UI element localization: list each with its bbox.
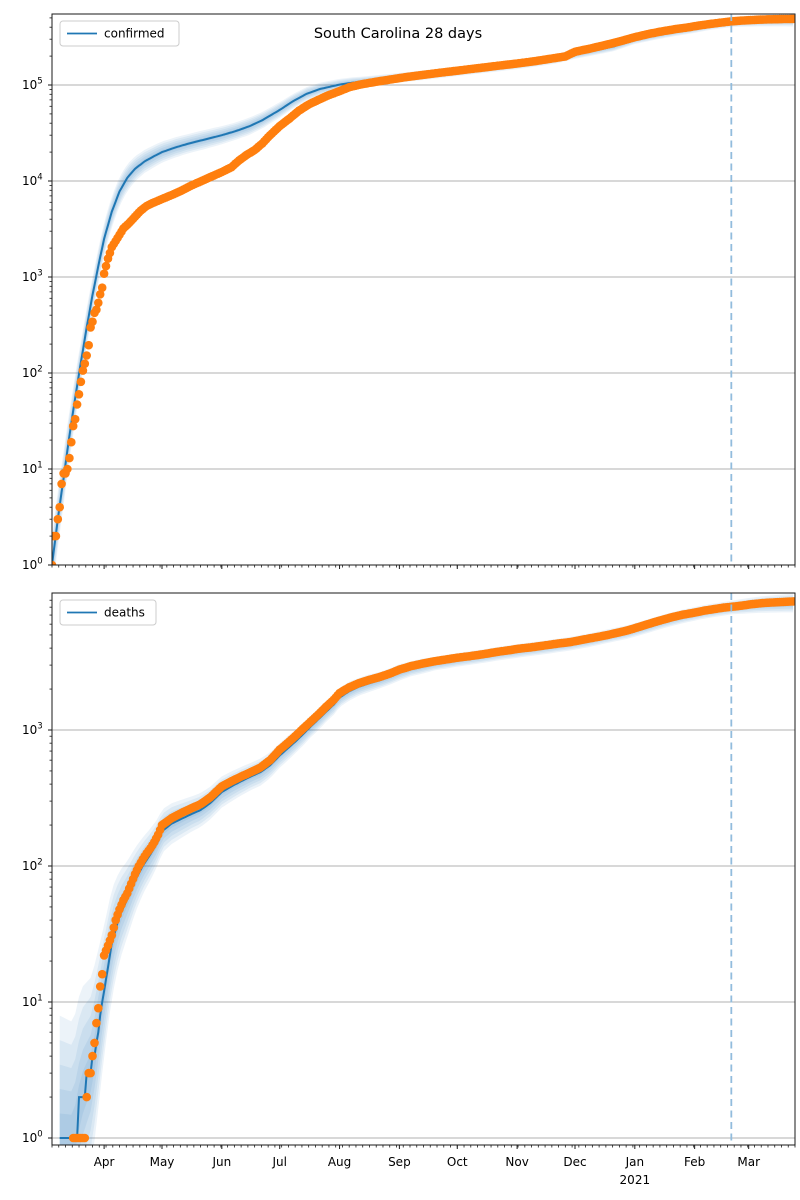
y-tick-label: 104 [22, 173, 43, 189]
x-month-label: Nov [505, 1155, 528, 1169]
observed-dot [788, 597, 795, 606]
uncertainty-band [52, 17, 794, 565]
legend-confirmed-label: confirmed [104, 27, 165, 41]
legend-confirmed-box [59, 20, 180, 47]
confirmed-plot-border [51, 13, 796, 566]
observed-dot [80, 1133, 90, 1143]
observed-dot [88, 317, 97, 327]
x-month-label: Dec [563, 1155, 586, 1169]
observed-dot [84, 340, 93, 350]
uncertainty-band [59, 593, 794, 1145]
x-month-label: Feb [684, 1155, 705, 1169]
observed-dot [80, 359, 90, 369]
chart-title: South Carolina 28 days [314, 26, 482, 42]
y-tick-label: 100 [22, 557, 43, 573]
observed-dot [55, 502, 64, 512]
x-month-label: Jan [625, 1155, 645, 1169]
deaths-gridlines [52, 729, 795, 1139]
confirmed-axis-ticks [48, 17, 796, 569]
y-tick-label: 101 [22, 461, 43, 477]
observed-dot [53, 514, 63, 524]
y-tick-label: 101 [22, 994, 43, 1010]
x-month-label: Aug [328, 1155, 351, 1169]
deaths-axis-ticks [48, 599, 796, 1149]
observed-dot [57, 479, 66, 489]
x-month-label: Jul [271, 1155, 286, 1169]
observed-dot [67, 437, 76, 447]
deaths-observed-dots [68, 597, 795, 1143]
x-month-label: Sep [388, 1155, 411, 1169]
x-month-label: May [150, 1155, 175, 1169]
model-median-line [52, 18, 795, 565]
observed-dot [63, 464, 72, 474]
deaths-chart: 100 101 102 103 deaths [22, 592, 796, 1149]
observed-dot [107, 930, 117, 940]
observed-dot [92, 305, 101, 315]
y-tick-label: 102 [22, 858, 43, 874]
legend-confirmed: confirmed [59, 20, 180, 47]
y-tick-label: 102 [22, 365, 43, 381]
uncertainty-band [59, 595, 794, 1145]
deaths-model-line [59, 601, 795, 1139]
observed-dot [82, 351, 91, 360]
observed-dot [95, 290, 105, 299]
legend-deaths-box [59, 599, 157, 626]
deaths-uncertainty-band [59, 593, 794, 1145]
observed-dot [82, 1092, 91, 1102]
uncertainty-band [52, 14, 794, 565]
model-median-line [59, 601, 795, 1139]
observed-dot [52, 531, 61, 541]
uncertainty-band [59, 599, 794, 1145]
observed-dot [65, 453, 74, 463]
observed-dot [92, 1018, 101, 1028]
observed-dot [788, 14, 795, 24]
uncertainty-band [52, 18, 794, 565]
observed-dot [94, 1003, 103, 1013]
observed-dot [70, 414, 80, 424]
observed-dot [101, 261, 111, 271]
x-month-label: Mar [737, 1155, 760, 1169]
confirmed-observed-dots [52, 14, 795, 565]
uncertainty-band [52, 14, 794, 565]
observed-dot [52, 560, 57, 565]
observed-dot [88, 1051, 97, 1061]
x-year-label: 2021 [620, 1173, 651, 1187]
uncertainty-band [59, 601, 794, 1145]
y-tick-label: 105 [22, 77, 43, 93]
observed-dot [72, 400, 82, 409]
x-month-label: Jun [211, 1155, 231, 1169]
confirmed-chart: 100 101 102 103 104 105 South Carolina 28 day… [22, 13, 796, 573]
uncertainty-band [59, 597, 794, 1145]
uncertainty-band [52, 15, 794, 565]
legend-deaths-label: deaths [104, 606, 145, 620]
x-month-label: Oct [447, 1155, 468, 1169]
observed-dot [97, 969, 107, 979]
observed-dot [94, 298, 103, 308]
observed-dot [68, 421, 78, 431]
y-tick-label: 103 [22, 269, 43, 285]
x-axis-month-labels: Apr May Jun Jul Aug Sep Oct Nov Dec Jan 2021 Feb Mar [94, 1155, 760, 1187]
confirmed-model-line [52, 18, 795, 565]
confirmed-uncertainty-band [52, 14, 794, 565]
observed-dot [95, 982, 105, 991]
x-month-label: Apr [94, 1155, 115, 1169]
y-tick-label: 103 [22, 722, 43, 738]
observed-dot [76, 377, 86, 387]
observed-dot [99, 269, 109, 279]
y-tick-label: 100 [22, 1130, 43, 1146]
observed-dot [90, 1038, 99, 1048]
legend-deaths: deaths [59, 599, 157, 626]
deaths-y-tick-labels: 100 101 102 103 [22, 722, 43, 1145]
observed-dot [78, 366, 88, 375]
confirmed-y-tick-labels: 100 101 102 103 104 105 [22, 77, 43, 573]
observed-dot [109, 923, 119, 932]
observed-dot [86, 1068, 95, 1078]
observed-dot [74, 390, 84, 399]
observed-dot [97, 283, 107, 293]
deaths-plot-border [51, 592, 796, 1146]
